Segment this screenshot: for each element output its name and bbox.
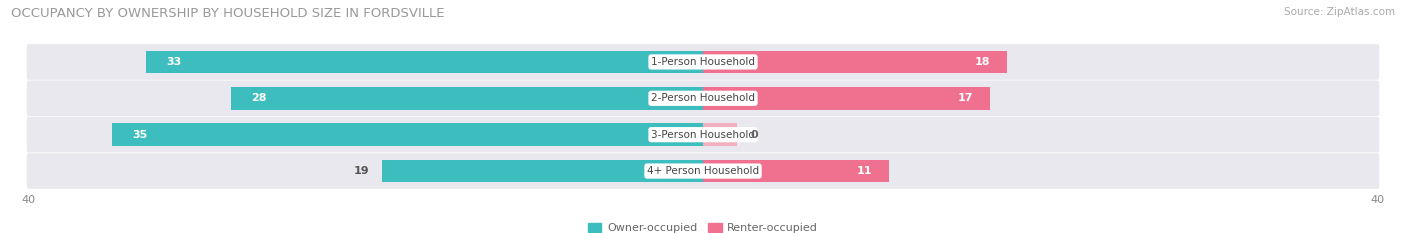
Text: 3-Person Household: 3-Person Household [651, 130, 755, 140]
Bar [231, 87, 703, 110]
FancyBboxPatch shape [27, 153, 1379, 189]
Bar [382, 160, 703, 182]
Text: 33: 33 [166, 57, 181, 67]
Bar [146, 51, 703, 73]
Text: 0: 0 [751, 130, 758, 140]
Bar [703, 87, 990, 110]
Text: OCCUPANCY BY OWNERSHIP BY HOUSEHOLD SIZE IN FORDSVILLE: OCCUPANCY BY OWNERSHIP BY HOUSEHOLD SIZE… [11, 7, 444, 20]
Text: Source: ZipAtlas.com: Source: ZipAtlas.com [1284, 7, 1395, 17]
Text: 19: 19 [353, 166, 368, 176]
Bar [703, 160, 889, 182]
FancyBboxPatch shape [27, 44, 1379, 80]
Bar [703, 51, 1007, 73]
Bar [703, 123, 737, 146]
Text: 1-Person Household: 1-Person Household [651, 57, 755, 67]
Text: 18: 18 [974, 57, 990, 67]
Text: 2-Person Household: 2-Person Household [651, 93, 755, 103]
Legend: Owner-occupied, Renter-occupied: Owner-occupied, Renter-occupied [583, 218, 823, 233]
Text: 28: 28 [250, 93, 266, 103]
Text: 35: 35 [132, 130, 148, 140]
FancyBboxPatch shape [27, 80, 1379, 116]
Text: 4+ Person Household: 4+ Person Household [647, 166, 759, 176]
Bar [112, 123, 703, 146]
Text: 11: 11 [856, 166, 872, 176]
FancyBboxPatch shape [27, 117, 1379, 153]
Text: 17: 17 [957, 93, 973, 103]
